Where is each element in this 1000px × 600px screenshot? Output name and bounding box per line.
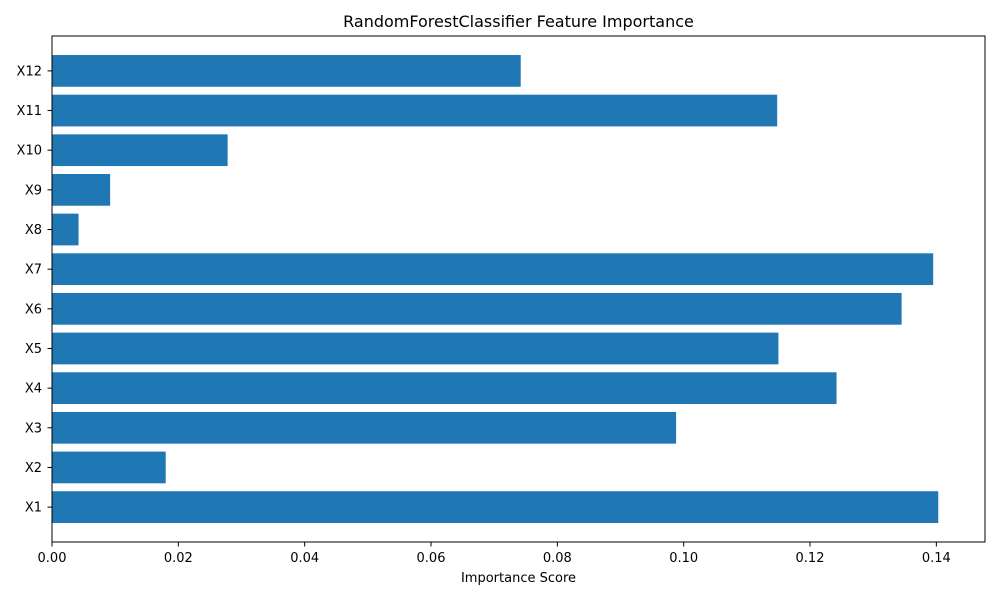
y-tick-label: X6 bbox=[25, 302, 42, 317]
y-axis: X1 X2 X3 X4 X5 X6 X7 X8 X9 X10 X11 X12 bbox=[17, 64, 52, 516]
y-tick-label: X5 bbox=[25, 342, 42, 357]
x-tick-label: 0.08 bbox=[543, 551, 572, 566]
x-tick-label: 0.12 bbox=[796, 551, 825, 566]
y-tick-label: X2 bbox=[25, 461, 42, 476]
y-tick-label: X12 bbox=[17, 64, 42, 79]
bars-layer bbox=[52, 55, 939, 523]
x-tick-label: 0.04 bbox=[290, 551, 319, 566]
plot-frame bbox=[51, 35, 986, 543]
bar-x11 bbox=[52, 94, 778, 127]
bar-x10 bbox=[52, 134, 228, 167]
x-tick-label: 0.06 bbox=[417, 551, 446, 566]
bar-x2 bbox=[52, 451, 166, 484]
bar-x1 bbox=[52, 491, 939, 523]
x-axis: 0.00 0.02 0.04 0.06 0.08 0.10 0.12 0.14 bbox=[38, 542, 951, 566]
bar-x9 bbox=[52, 174, 111, 206]
y-tick-label: X10 bbox=[17, 144, 42, 159]
y-tick-label: X11 bbox=[17, 104, 42, 119]
x-tick-label: 0.10 bbox=[669, 551, 698, 566]
bar-x6 bbox=[52, 292, 902, 325]
bar-x8 bbox=[52, 213, 79, 246]
y-tick-label: X3 bbox=[25, 421, 42, 436]
bar-x5 bbox=[52, 332, 779, 365]
y-tick-label: X8 bbox=[25, 223, 42, 238]
y-tick-label: X9 bbox=[25, 183, 42, 198]
bar-x3 bbox=[52, 411, 677, 444]
chart-title: RandomForestClassifier Feature Importanc… bbox=[343, 12, 694, 31]
y-tick-label: X7 bbox=[25, 263, 42, 278]
y-tick-label: X1 bbox=[25, 501, 42, 516]
y-tick-label: X4 bbox=[25, 382, 42, 397]
x-tick-label: 0.02 bbox=[164, 551, 193, 566]
bar-x4 bbox=[52, 372, 837, 404]
x-tick-label: 0.14 bbox=[922, 551, 951, 566]
bar-x12 bbox=[52, 55, 521, 87]
bar-x7 bbox=[52, 253, 934, 286]
x-axis-label: Importance Score bbox=[461, 571, 576, 586]
x-tick-label: 0.00 bbox=[38, 551, 67, 566]
